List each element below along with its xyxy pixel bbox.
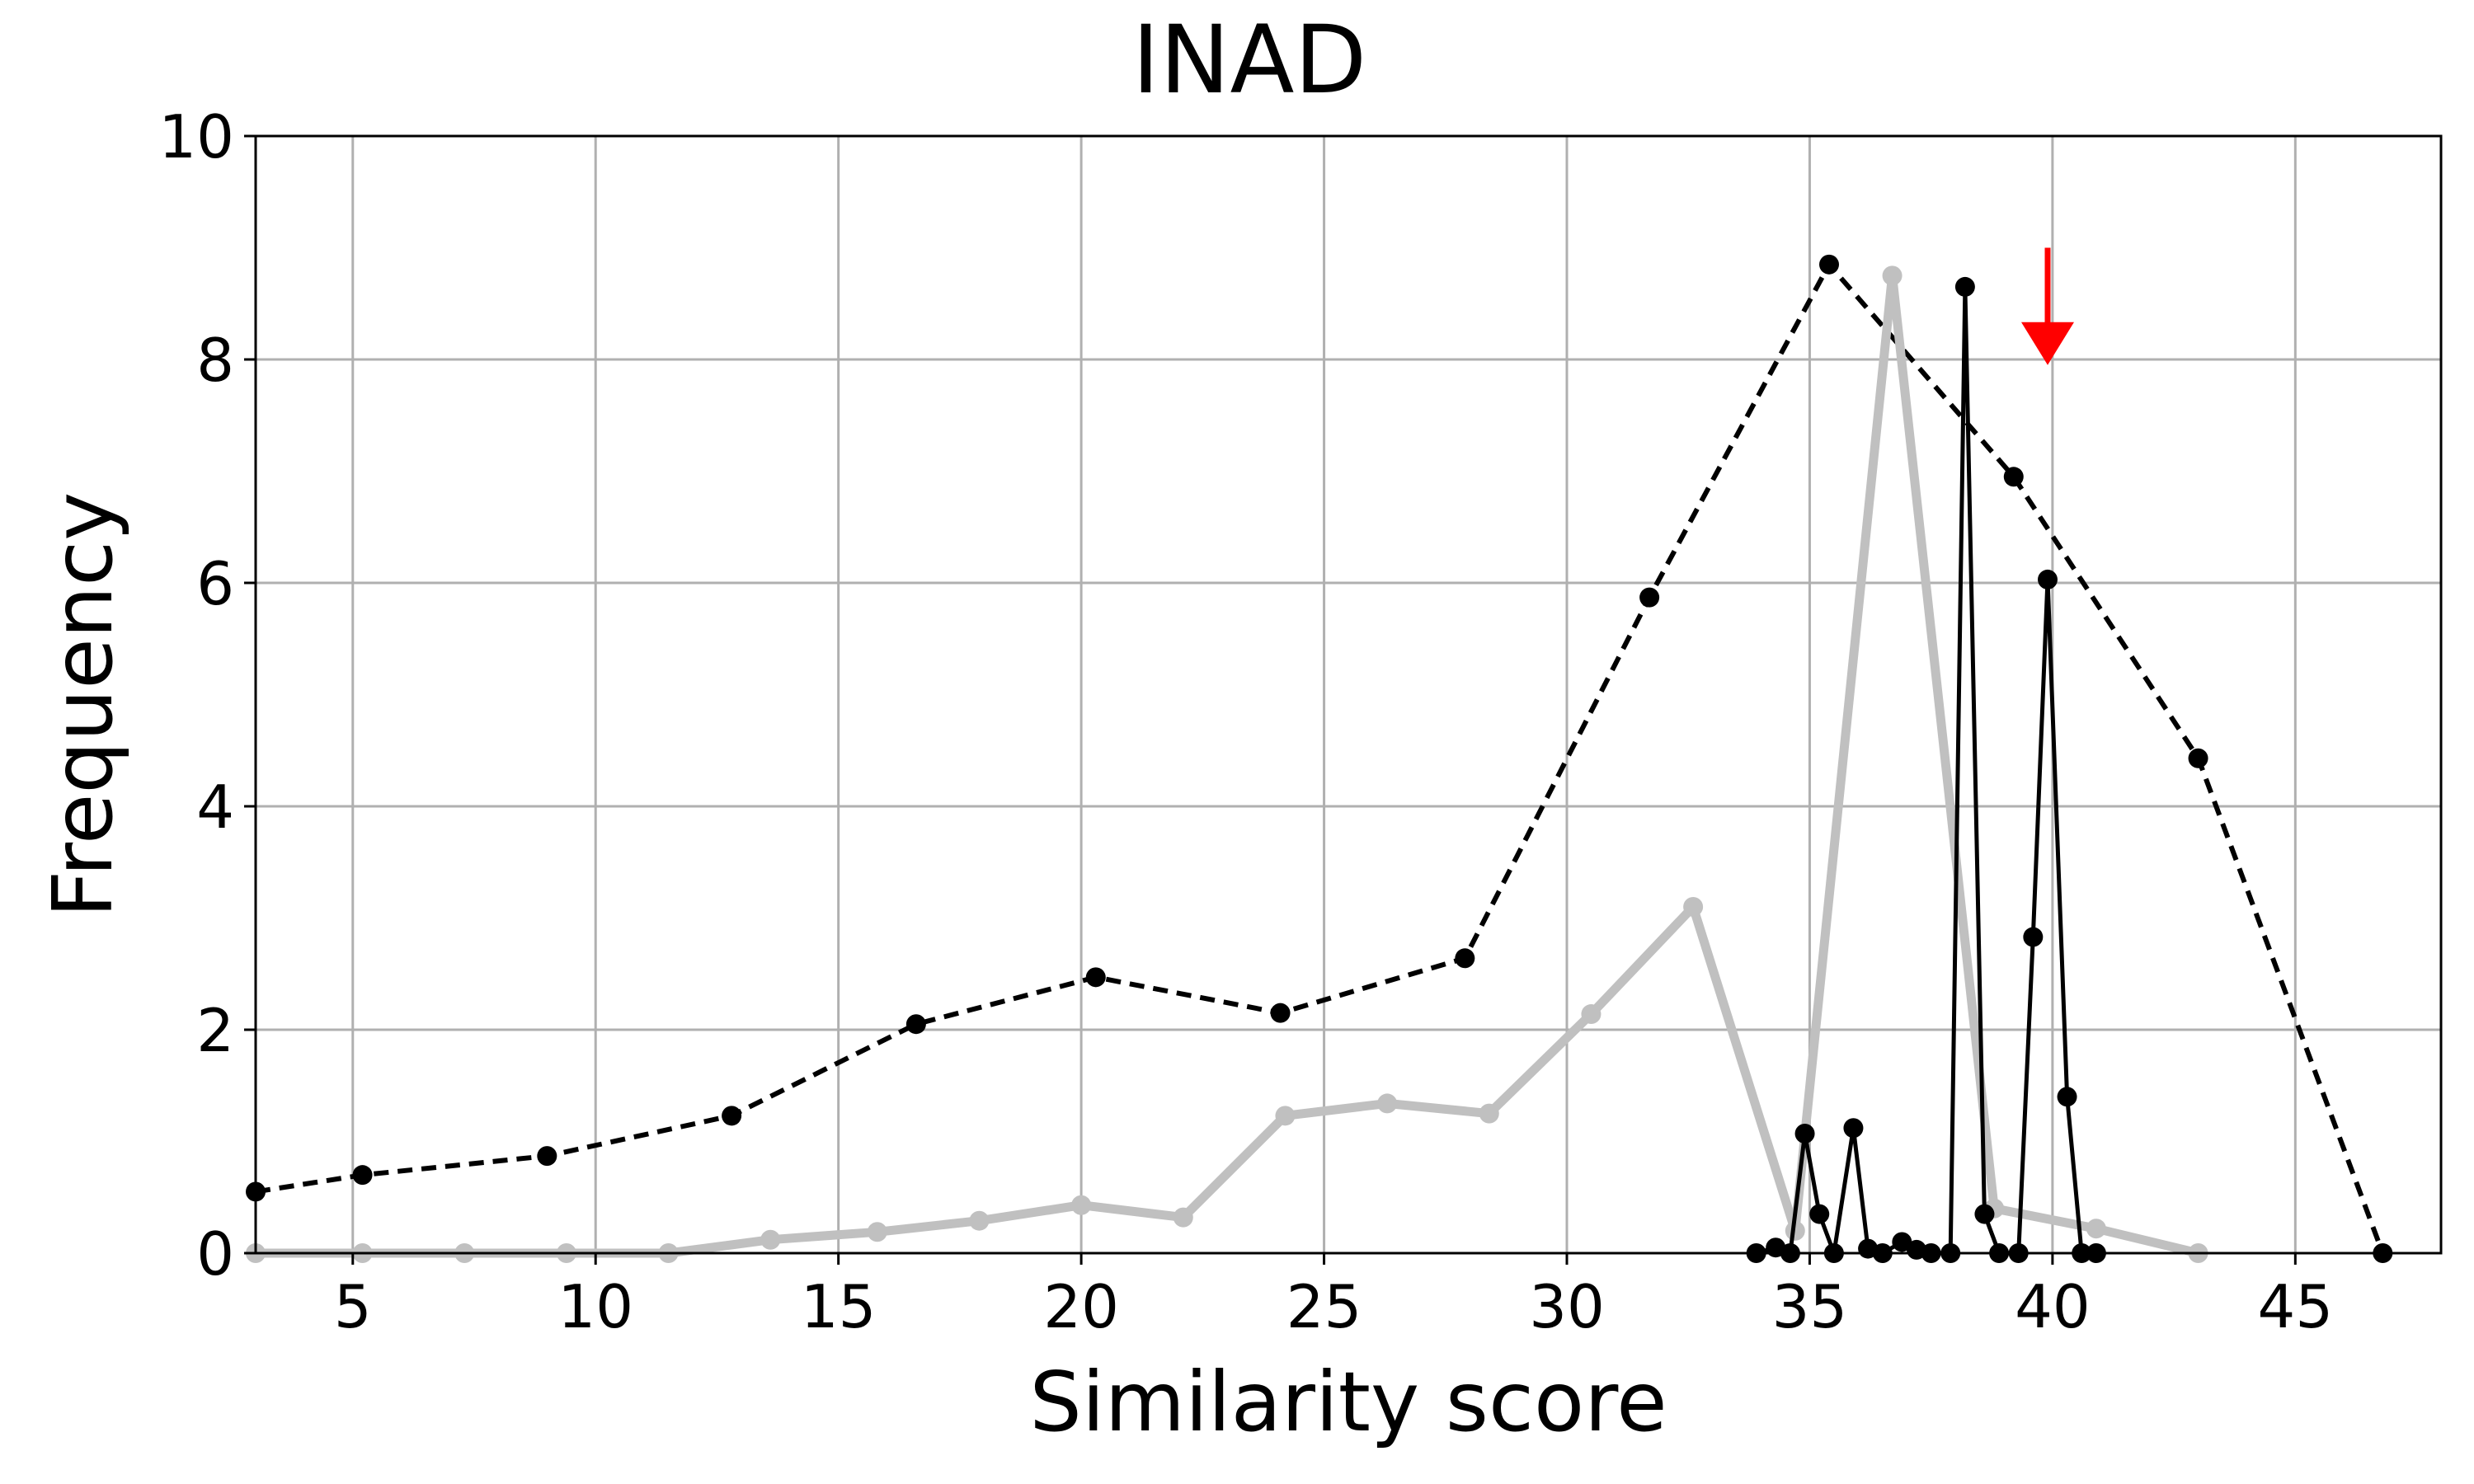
series-thick-gray (246, 265, 2208, 1263)
y-axis-label: Frequency (35, 492, 131, 918)
data-point (1794, 1124, 1815, 1144)
data-point (1270, 1003, 1291, 1023)
data-point (1085, 967, 1106, 988)
x-tick-label: 25 (1286, 1272, 1362, 1341)
data-point (1843, 1118, 1864, 1139)
data-point (1275, 1106, 1296, 1126)
data-point (1785, 1220, 1805, 1241)
annotation-arrow-head (2021, 322, 2074, 365)
data-point (905, 1014, 926, 1035)
x-axis-label: Similarity score (1029, 1354, 1667, 1450)
x-tick-label: 15 (801, 1272, 877, 1341)
data-point (1581, 1004, 1602, 1025)
y-tick-label: 0 (196, 1219, 234, 1289)
x-tick-label: 30 (1529, 1272, 1605, 1341)
data-point (1639, 587, 1660, 608)
data-point (722, 1106, 742, 1126)
data-point (2003, 467, 2024, 487)
x-tick-label: 20 (1043, 1272, 1119, 1341)
series-solid-black (1746, 276, 2106, 1263)
y-tick-label: 2 (196, 996, 234, 1065)
x-tick-label: 35 (1772, 1272, 1848, 1341)
plot-frame (254, 134, 2443, 1255)
y-tick-label: 6 (196, 549, 234, 618)
data-point (1683, 896, 1704, 917)
data-point (1892, 1232, 1912, 1252)
series-line-thick-gray (251, 270, 2204, 1258)
y-tick-label: 10 (158, 102, 234, 171)
data-point (2038, 569, 2058, 589)
data-point (1819, 254, 1839, 275)
data-point (1882, 265, 1903, 286)
x-tick-label: 5 (334, 1272, 372, 1341)
data-point (2023, 927, 2044, 947)
data-point (1173, 1207, 1193, 1228)
data-point (352, 1165, 373, 1186)
y-tick-label: 8 (196, 326, 234, 395)
data-point (1479, 1103, 1499, 1124)
x-tick-label: 40 (2015, 1272, 2091, 1341)
data-point (969, 1210, 990, 1231)
series-layer (246, 254, 2393, 1263)
data-point (1377, 1093, 1398, 1114)
x-axis: 5 10 15 20 25 30 35 40 45 (334, 1253, 2333, 1341)
data-point (2086, 1219, 2106, 1239)
data-point (2057, 1087, 2077, 1107)
data-point (1974, 1204, 1995, 1224)
x-tick-label: 10 (557, 1272, 633, 1341)
data-point (1071, 1195, 1092, 1215)
data-point (760, 1229, 781, 1250)
grid (256, 134, 2441, 1255)
data-point (867, 1222, 887, 1242)
data-point (1455, 948, 1475, 969)
data-point (537, 1146, 557, 1167)
y-axis: 0 2 4 6 8 10 (158, 102, 256, 1289)
data-point (2188, 748, 2208, 768)
y-tick-label: 4 (196, 773, 234, 842)
series-dashed (246, 254, 2393, 1263)
annotation-layer (2021, 247, 2074, 365)
x-tick-label: 45 (2258, 1272, 2334, 1341)
data-point (1954, 276, 1975, 297)
data-point (1809, 1204, 1830, 1224)
chart-title: INAD (1132, 5, 1367, 115)
